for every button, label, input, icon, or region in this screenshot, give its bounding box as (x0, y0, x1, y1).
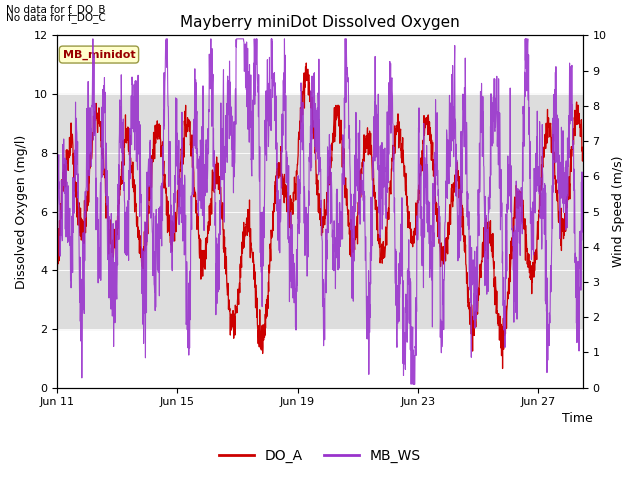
Text: No data for f_DO_C: No data for f_DO_C (6, 12, 106, 23)
Text: MB_minidot: MB_minidot (63, 49, 135, 60)
Text: No data for f_DO_B: No data for f_DO_B (6, 4, 106, 15)
Title: Mayberry miniDot Dissolved Oxygen: Mayberry miniDot Dissolved Oxygen (180, 15, 460, 30)
X-axis label: Time: Time (563, 412, 593, 425)
Legend: DO_A, MB_WS: DO_A, MB_WS (214, 443, 426, 468)
Bar (58, 94, 583, 329)
Y-axis label: Dissolved Oxygen (mg/l): Dissolved Oxygen (mg/l) (15, 134, 28, 288)
Y-axis label: Wind Speed (m/s): Wind Speed (m/s) (612, 156, 625, 267)
